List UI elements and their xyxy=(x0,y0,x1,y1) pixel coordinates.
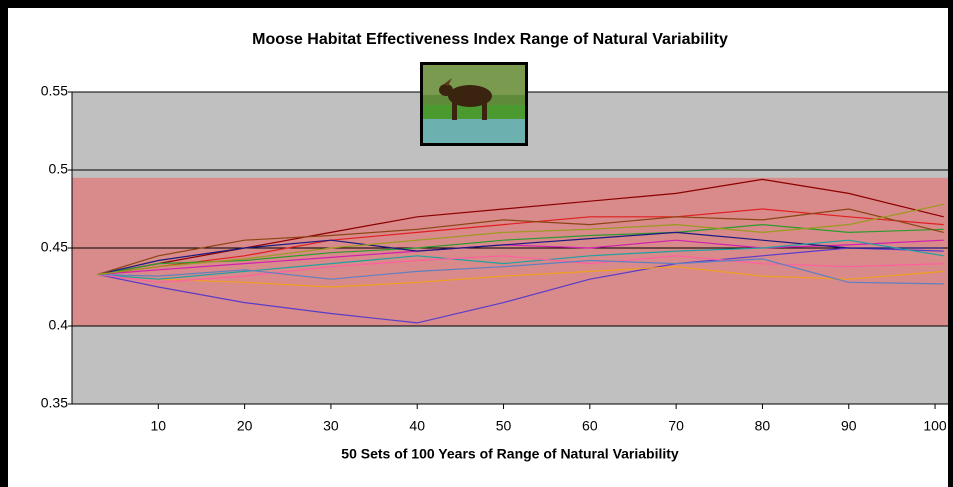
page: {"chart_data": {"type": "line", "title":… xyxy=(0,0,953,487)
x-tick-label: 40 xyxy=(409,418,425,434)
x-tick-label: 50 xyxy=(496,418,512,434)
x-tick-label: 60 xyxy=(582,418,598,434)
x-tick-label: 80 xyxy=(755,418,771,434)
x-tick-label: 20 xyxy=(237,418,253,434)
y-tick-label: 0.55 xyxy=(41,83,68,99)
reference-band xyxy=(72,178,948,326)
chart: Moose Habitat Effectiveness Index Range … xyxy=(0,0,953,487)
y-tick-label: 0.45 xyxy=(41,239,68,255)
y-tick-label: 0.4 xyxy=(49,317,69,333)
x-tick-label: 100 xyxy=(923,418,947,434)
x-tick-label: 70 xyxy=(668,418,684,434)
x-tick-label: 10 xyxy=(151,418,167,434)
x-tick-label: 30 xyxy=(323,418,339,434)
x-tick-label: 90 xyxy=(841,418,857,434)
x-axis-label: 50 Sets of 100 Years of Range of Natural… xyxy=(341,446,679,462)
chart-title: Moose Habitat Effectiveness Index Range … xyxy=(252,31,728,48)
y-tick-label: 0.5 xyxy=(49,161,69,177)
moose-picture xyxy=(420,62,528,146)
y-tick-label: 0.35 xyxy=(41,395,68,411)
